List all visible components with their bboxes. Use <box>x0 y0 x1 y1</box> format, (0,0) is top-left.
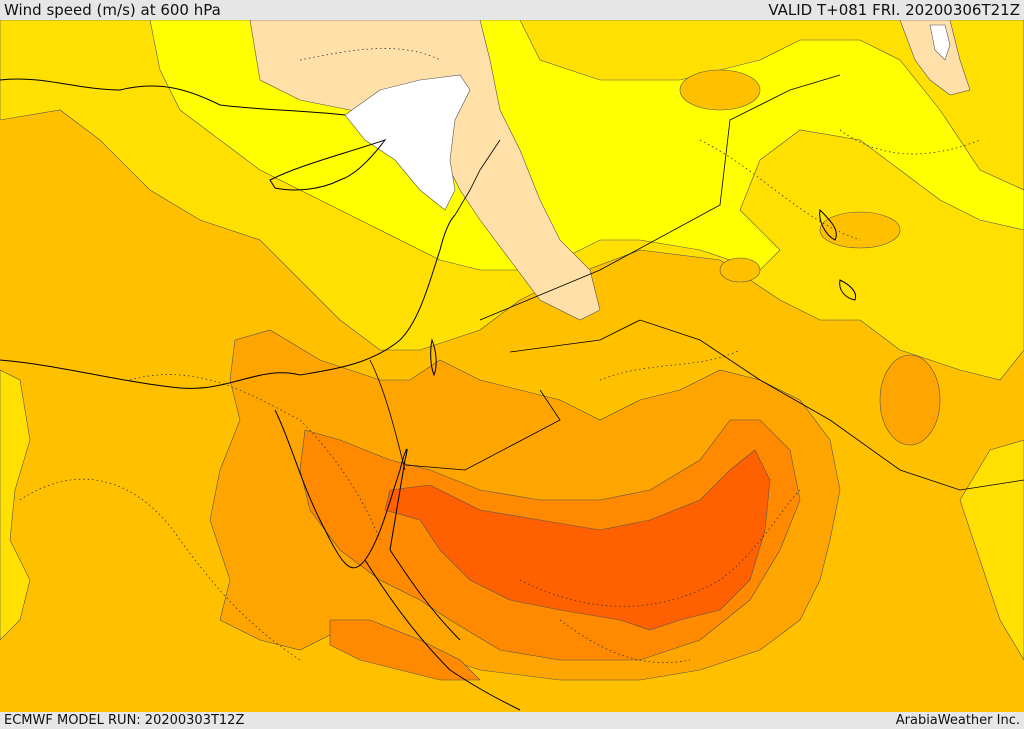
band-gold-west <box>0 369 31 641</box>
wind-speed-map <box>0 20 1024 712</box>
band-white-ne <box>929 24 951 61</box>
band-red-orange <box>384 449 771 631</box>
band-wheat-ne <box>899 20 971 96</box>
band-gold-southeast <box>959 439 1024 661</box>
chart-title: Wind speed (m/s) at 600 hPa <box>4 1 221 19</box>
footer-bar: ECMWF MODEL RUN: 20200303T12Z ArabiaWeat… <box>0 712 1024 729</box>
model-run: ECMWF MODEL RUN: 20200303T12Z <box>4 713 245 728</box>
coastlines <box>0 78 857 711</box>
borders <box>369 74 1024 491</box>
blob-1 <box>819 211 901 249</box>
credit: ArabiaWeather Inc. <box>895 713 1020 728</box>
blob-2 <box>879 354 941 446</box>
blob-4 <box>679 69 761 111</box>
band-white <box>344 74 471 211</box>
dotted-contours <box>19 48 981 663</box>
blob-3 <box>719 257 761 283</box>
band-dark-orange-sw <box>329 619 481 681</box>
header-bar: Wind speed (m/s) at 600 hPa VALID T+081 … <box>0 0 1024 20</box>
valid-time: VALID T+081 FRI. 20200306T21Z <box>768 1 1020 19</box>
